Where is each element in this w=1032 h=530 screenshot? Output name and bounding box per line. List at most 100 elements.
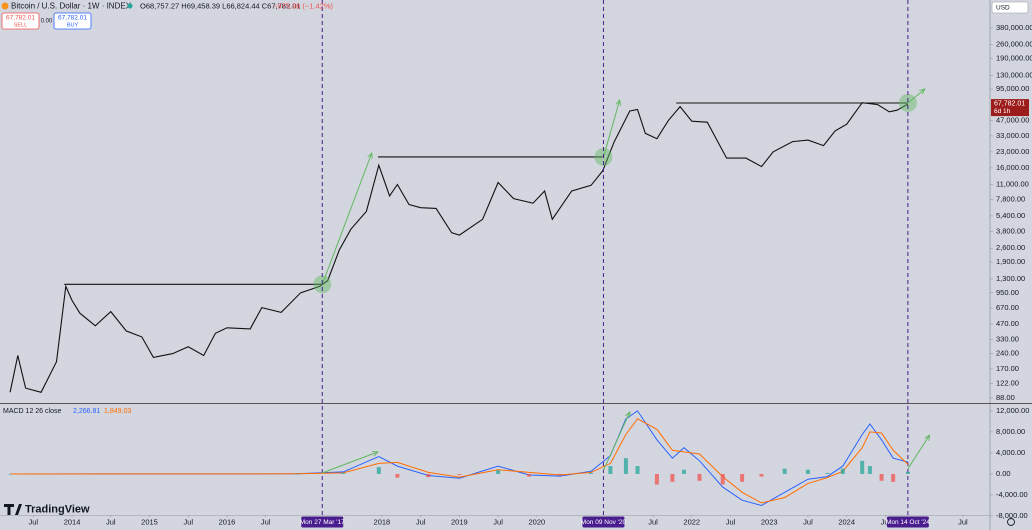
indicator-title: MACD 12 26 close bbox=[3, 408, 61, 415]
y-tick-label: 11,000.00 bbox=[996, 179, 1029, 188]
histogram-bar bbox=[294, 473, 299, 475]
projection-arrow bbox=[603, 100, 620, 158]
histogram-bar bbox=[740, 473, 745, 482]
brand: TradingView bbox=[25, 503, 90, 515]
date-marker-label: Mon 27 Mar '17 bbox=[300, 519, 345, 526]
histogram-bar bbox=[395, 473, 400, 478]
histogram-bar bbox=[457, 473, 462, 476]
x-tick-label: 2016 bbox=[219, 517, 236, 526]
y-tick-label: 1,900.00 bbox=[996, 257, 1025, 266]
x-tick-label: 2019 bbox=[451, 517, 468, 526]
y-tick-label: 12,000.00 bbox=[996, 406, 1029, 415]
y-tick-label: 8,000.00 bbox=[996, 427, 1025, 436]
x-tick-label: Jul bbox=[726, 517, 736, 526]
projection-arrow bbox=[907, 435, 930, 469]
y-tick-label: 1,300.00 bbox=[996, 274, 1025, 283]
x-tick-label: Jul bbox=[416, 517, 426, 526]
histogram-bar bbox=[905, 471, 910, 474]
histogram-bar bbox=[682, 469, 687, 474]
y-tick-label: 0.00 bbox=[996, 469, 1011, 478]
date-marker-bg bbox=[582, 516, 625, 528]
x-tick-label: Jul bbox=[493, 517, 503, 526]
histogram-bar bbox=[558, 473, 563, 476]
histogram-bar bbox=[496, 470, 501, 474]
histogram-bar bbox=[654, 473, 659, 485]
spread: 0.00 bbox=[41, 19, 53, 25]
histogram-bar bbox=[879, 473, 884, 481]
y-tick-label: 670.00 bbox=[996, 303, 1019, 312]
countdown: 6d 1h bbox=[994, 108, 1011, 115]
x-tick-label: Jul bbox=[106, 517, 116, 526]
histogram-bar bbox=[697, 473, 702, 481]
projection-arrow bbox=[603, 412, 631, 471]
x-tick-label: 2018 bbox=[374, 517, 391, 526]
currency: USD bbox=[996, 5, 1010, 12]
ohlc: O68,757.27 H69,458.39 L66,824.44 C67,782… bbox=[140, 1, 301, 10]
y-tick-label: 5,400.00 bbox=[996, 211, 1025, 220]
date-marker-label: Mon 14 Oct '24 bbox=[886, 519, 930, 526]
histogram-bar bbox=[782, 468, 787, 474]
symbol: Bitcoin / U.S. Dollar · 1W · INDEX bbox=[11, 2, 132, 11]
x-tick-label: Jul bbox=[183, 517, 193, 526]
sell-button[interactable] bbox=[1, 12, 40, 30]
change: −975.96 (−1.42%) bbox=[273, 1, 334, 10]
y-tick-label: 3,800.00 bbox=[996, 226, 1025, 235]
x-tick-label: 2020 bbox=[528, 517, 545, 526]
projection-arrow bbox=[907, 89, 925, 104]
histogram-bar bbox=[891, 473, 896, 482]
x-tick-label: Jul bbox=[881, 517, 891, 526]
histogram-bar bbox=[840, 468, 845, 474]
y-tick-label: 95,000.00 bbox=[996, 84, 1029, 93]
y-tick-label: 122.00 bbox=[996, 378, 1019, 387]
symbol-icon bbox=[1, 2, 9, 10]
histogram-bar bbox=[860, 460, 865, 474]
x-tick-label: Jul bbox=[958, 517, 968, 526]
histogram-bar bbox=[589, 472, 594, 474]
histogram-bar bbox=[8, 473, 13, 475]
market-status bbox=[127, 3, 133, 9]
x-tick-label: 2022 bbox=[683, 517, 700, 526]
x-tick-label: Jul bbox=[803, 517, 813, 526]
x-tick-label: 2015 bbox=[141, 517, 158, 526]
y-tick-label: -4,000.00 bbox=[996, 490, 1028, 499]
date-marker-bg bbox=[886, 516, 929, 528]
breakout-highlight bbox=[313, 275, 332, 294]
last-price-bg bbox=[991, 99, 1029, 117]
projection-arrow bbox=[321, 153, 372, 285]
macd-line bbox=[10, 410, 909, 507]
sell-label: SELL bbox=[14, 22, 27, 28]
y-tick-label: 23,000.00 bbox=[996, 147, 1029, 156]
x-tick-label: Jul bbox=[648, 517, 658, 526]
currency-button[interactable] bbox=[991, 1, 1029, 14]
x-tick-label: Jul bbox=[261, 517, 271, 526]
histogram-bar bbox=[805, 469, 810, 474]
histogram-bar bbox=[608, 466, 613, 474]
x-tick-label: 2024 bbox=[838, 517, 855, 526]
histogram-bar bbox=[759, 473, 764, 477]
settings-button[interactable] bbox=[1007, 518, 1015, 526]
y-tick-label: 240.00 bbox=[996, 349, 1019, 358]
histogram-bar bbox=[670, 473, 675, 482]
y-tick-label: 170.00 bbox=[996, 364, 1019, 373]
buy-button[interactable] bbox=[53, 12, 92, 30]
y-tick-label: 330.00 bbox=[996, 334, 1019, 343]
breakout-highlight bbox=[898, 93, 917, 112]
last-price: 67,782.01 bbox=[994, 100, 1025, 107]
macd-line bbox=[10, 418, 909, 504]
y-tick-label: 4,000.00 bbox=[996, 448, 1025, 457]
sell-price: 67,782.01 bbox=[6, 15, 35, 22]
date-marker-bg bbox=[301, 516, 344, 528]
plot-area: 380,000.00 260,000.00 190,000.00 130,000.00… bbox=[8, 0, 1032, 528]
macd-value: 2,266.81 bbox=[73, 408, 100, 415]
histogram-bar bbox=[623, 458, 628, 474]
y-tick-label: 380,000.00 bbox=[996, 23, 1032, 32]
x-tick-label: 2023 bbox=[761, 517, 778, 526]
x-tick-label: 2014 bbox=[64, 517, 81, 526]
y-tick-label: -8,000.00 bbox=[996, 511, 1028, 520]
y-tick-label: 47,000.00 bbox=[996, 115, 1029, 124]
y-tick-label: 950.00 bbox=[996, 288, 1019, 297]
x-tick-label: Jul bbox=[29, 517, 39, 526]
logo-mark bbox=[4, 504, 22, 515]
